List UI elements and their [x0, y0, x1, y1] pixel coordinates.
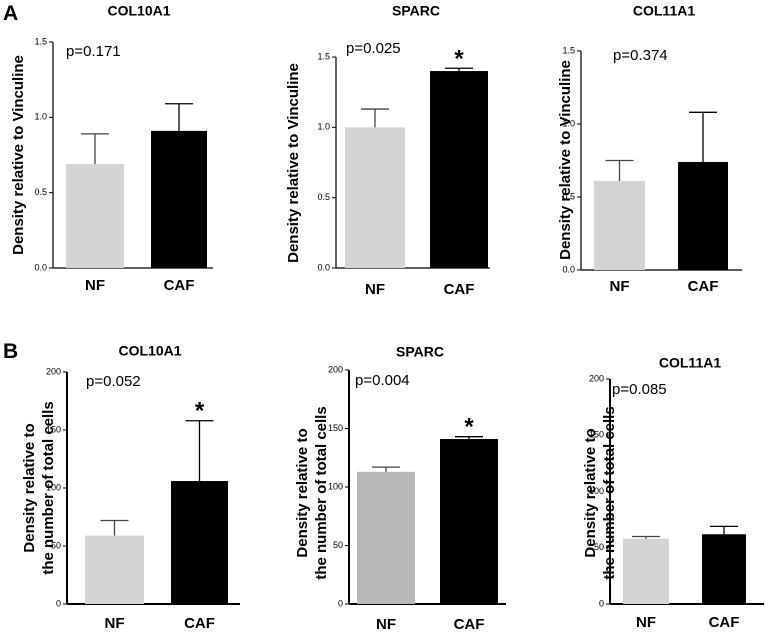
significance-star: *: [464, 414, 474, 441]
y-tick-label: 1.0: [562, 118, 575, 128]
y-tick-label: 100: [328, 481, 343, 491]
bar-caf: [171, 481, 228, 604]
p-value-label: p=0.085: [612, 381, 667, 398]
x-tick-label: NF: [365, 281, 385, 298]
y-tick-label: 1.5: [34, 36, 47, 46]
bar-caf: [702, 534, 746, 604]
y-axis-label-line: Density relative to: [294, 428, 311, 557]
p-value-label: p=0.374: [613, 47, 668, 64]
y-tick-label: 0.0: [317, 262, 330, 272]
significance-star: *: [454, 45, 464, 72]
panel-letter-a: A: [3, 2, 18, 25]
chart-title: COL10A1: [107, 3, 170, 19]
bar-caf: [440, 439, 498, 604]
bar-caf: [678, 161, 728, 270]
charts-container: COL10A1 Density relative to Vinculine 0.0 0…: [10, 3, 764, 632]
chart-title: COL10A1: [118, 343, 181, 359]
bar-nf: [66, 164, 124, 268]
y-tick-label: 1.5: [562, 45, 575, 55]
x-tick-label: CAF: [688, 278, 719, 295]
chart-title: SPARC: [392, 3, 440, 19]
bar-nf: [345, 127, 405, 268]
p-value-label: p=0.004: [355, 372, 410, 389]
x-tick-label: NF: [636, 614, 656, 631]
y-tick-label: 1.0: [317, 122, 330, 132]
x-tick-label: NF: [105, 615, 125, 632]
y-tick-label: 200: [589, 373, 604, 383]
chart-4: COL10A1 Density relative to the number of …: [21, 343, 240, 632]
chart-1: COL10A1 Density relative to Vinculine 0.0 0…: [10, 3, 213, 294]
x-tick-label: CAF: [164, 277, 195, 294]
y-tick-label: 200: [46, 366, 61, 376]
y-tick-label: 150: [46, 424, 61, 434]
y-axis-label-line: the number of total cells: [40, 401, 57, 574]
x-tick-label: CAF: [184, 615, 215, 632]
y-tick-label: 0.5: [34, 187, 47, 197]
panel-letter-b: B: [3, 340, 18, 363]
x-tick-label: CAF: [444, 281, 475, 298]
chart-3: COL11A1 Density relative to Vinculine 0.0 0…: [557, 3, 742, 295]
chart-title: COL11A1: [659, 355, 721, 371]
chart-2: SPARC Density relative to Vinculine 0.0 0.5…: [285, 3, 490, 298]
y-tick-label: 0: [599, 598, 604, 608]
x-tick-label: NF: [376, 616, 396, 632]
y-tick-label: 0: [338, 598, 343, 608]
bar-nf: [623, 538, 669, 604]
y-tick-label: 0.5: [317, 192, 330, 202]
y-tick-label: 150: [328, 423, 343, 433]
y-axis-label: Density relative to Vinculine: [285, 63, 302, 263]
p-value-label: p=0.052: [86, 373, 141, 390]
y-tick-label: 1.5: [317, 51, 330, 61]
y-tick-label: 0.5: [562, 191, 575, 201]
y-tick-label: 0.0: [34, 262, 47, 272]
y-tick-label: 1.0: [34, 112, 47, 122]
y-axis-label-line: Density relative to: [21, 423, 38, 552]
x-tick-label: NF: [610, 278, 630, 295]
chart-title: SPARC: [396, 344, 444, 360]
bar-nf: [85, 535, 144, 604]
y-tick-label: 50: [51, 540, 61, 550]
y-axis-label-line: the number of total cells: [313, 406, 330, 579]
y-axis-label: Density relative to Vinculine: [557, 60, 574, 260]
bar-nf: [357, 471, 415, 604]
p-value-label: p=0.025: [346, 40, 401, 57]
y-tick-label: 50: [333, 540, 343, 550]
y-tick-label: 100: [589, 486, 604, 496]
y-tick-label: 200: [328, 364, 343, 374]
y-tick-label: 50: [594, 542, 604, 552]
bar-nf: [594, 180, 645, 270]
bar-caf: [151, 130, 207, 268]
y-axis-label-line: Density relative to: [582, 428, 599, 557]
x-tick-label: CAF: [454, 616, 485, 632]
chart-5: SPARC Density relative to the number of to…: [294, 344, 506, 632]
y-tick-label: 150: [589, 430, 604, 440]
bar-caf: [430, 71, 488, 268]
x-tick-label: CAF: [709, 614, 740, 631]
significance-star: *: [195, 398, 205, 425]
y-axis-label: Density relative to Vinculine: [10, 55, 27, 255]
y-tick-label: 100: [46, 482, 61, 492]
chart-title: COL11A1: [633, 3, 695, 19]
y-tick-label: 0: [56, 598, 61, 608]
x-tick-label: NF: [85, 277, 105, 294]
p-value-label: p=0.171: [66, 43, 121, 60]
y-tick-label: 0.0: [562, 264, 575, 274]
